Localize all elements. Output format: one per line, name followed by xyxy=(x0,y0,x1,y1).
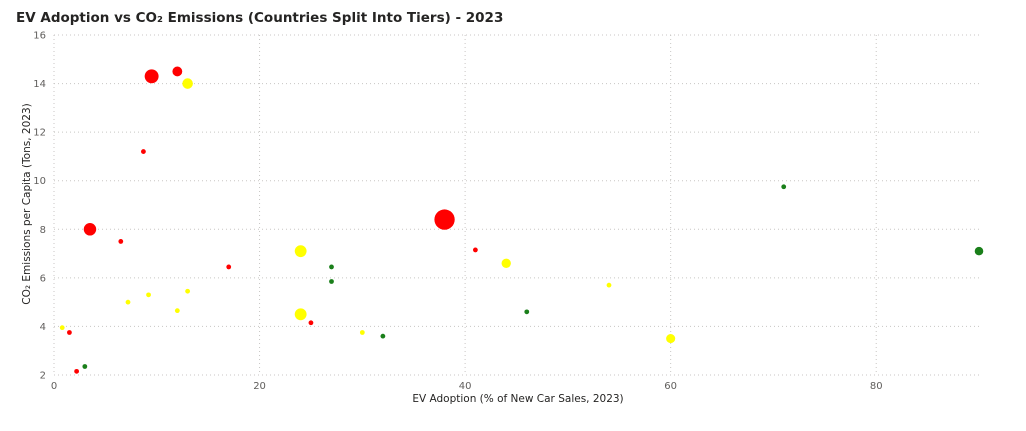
data-point-yellow[interactable] xyxy=(666,334,676,344)
data-point-green[interactable] xyxy=(380,333,386,339)
chart-title: EV Adoption vs CO₂ Emissions (Countries … xyxy=(16,10,504,26)
data-point-red[interactable] xyxy=(141,149,146,154)
data-point-yellow[interactable] xyxy=(501,258,511,268)
data-point-red[interactable] xyxy=(67,330,72,335)
data-point-yellow[interactable] xyxy=(606,282,612,288)
data-point-yellow[interactable] xyxy=(294,308,307,321)
y-tick-label: 12 xyxy=(33,128,46,139)
data-point-yellow[interactable] xyxy=(294,245,307,258)
y-tick-label: 14 xyxy=(33,79,46,90)
data-point-yellow[interactable] xyxy=(182,78,193,89)
data-point-green[interactable] xyxy=(82,364,88,369)
data-point-yellow[interactable] xyxy=(174,308,180,314)
y-axis-label: CO₂ Emissions per Capita (Tons, 2023) xyxy=(21,103,33,304)
data-point-red[interactable] xyxy=(118,239,124,244)
data-point-yellow[interactable] xyxy=(185,288,191,294)
y-tick-label: 4 xyxy=(40,322,46,333)
y-tick-label: 8 xyxy=(40,225,46,236)
data-point-red[interactable] xyxy=(308,320,314,326)
data-point-red[interactable] xyxy=(83,223,97,236)
grid xyxy=(53,34,979,376)
data-point-red[interactable] xyxy=(74,368,80,374)
x-axis-label: EV Adoption (% of New Car Sales, 2023) xyxy=(412,393,623,405)
data-point-green[interactable] xyxy=(781,184,787,190)
data-point-green[interactable] xyxy=(524,309,530,315)
data-point-yellow[interactable] xyxy=(359,330,365,335)
data-point-red[interactable] xyxy=(226,264,232,270)
y-tick-label: 10 xyxy=(33,176,46,187)
x-tick-label: 60 xyxy=(664,381,677,392)
data-point-yellow[interactable] xyxy=(146,292,151,298)
data-point-yellow[interactable] xyxy=(125,299,131,305)
y-tick-label: 16 xyxy=(33,31,46,42)
x-tick-label: 20 xyxy=(253,381,266,392)
data-point-red[interactable] xyxy=(172,66,183,77)
x-tick-label: 0 xyxy=(51,381,57,392)
tick-labels: 2 4 6 8 10 12 14 16 0 20 40 60 80 xyxy=(33,31,882,393)
y-tick-label: 2 xyxy=(40,371,46,382)
data-point-green[interactable] xyxy=(329,279,334,284)
data-point-red[interactable] xyxy=(472,247,478,253)
data-point-green[interactable] xyxy=(974,246,984,256)
x-tick-label: 40 xyxy=(459,381,472,392)
data-point-red[interactable] xyxy=(434,209,455,230)
data-point-yellow[interactable] xyxy=(59,325,65,331)
data-point-green[interactable] xyxy=(329,264,334,270)
data-points xyxy=(59,66,984,374)
x-tick-label: 80 xyxy=(870,381,883,392)
data-point-red[interactable] xyxy=(144,69,159,84)
y-tick-label: 6 xyxy=(40,273,46,284)
